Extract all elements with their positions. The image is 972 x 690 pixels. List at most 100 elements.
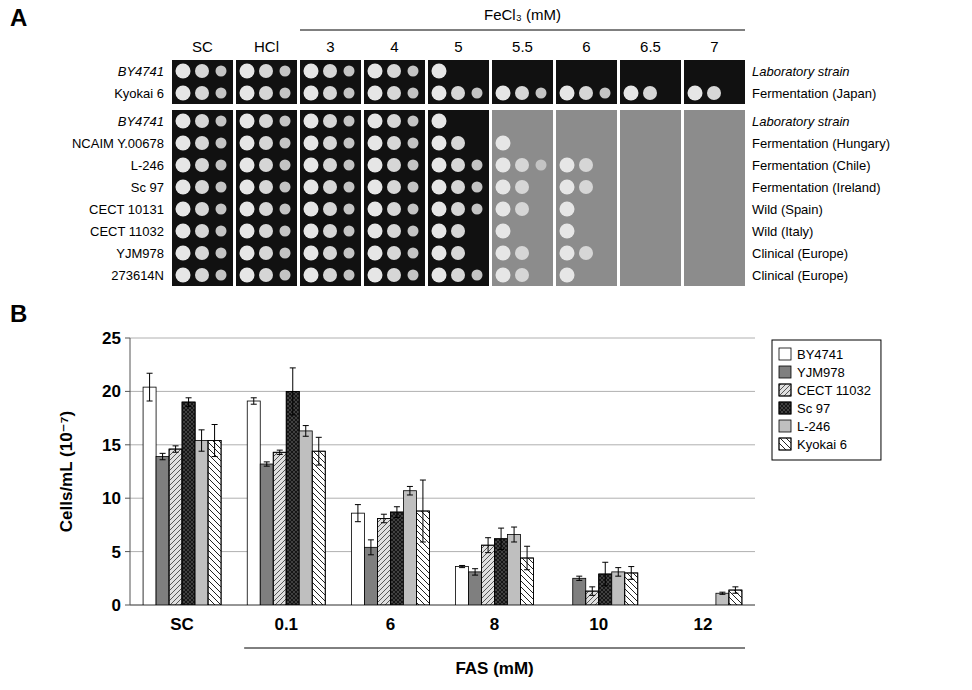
strain-label: 273614N (111, 268, 164, 283)
spot (304, 136, 319, 151)
panel-label: A (10, 4, 27, 31)
spot (240, 268, 255, 283)
grid-line (130, 605, 755, 606)
error-cap (732, 586, 738, 587)
error-line (266, 462, 267, 466)
spot (216, 66, 227, 77)
origin-label: Laboratory strain (752, 64, 850, 79)
spot (323, 268, 337, 282)
spot (195, 158, 209, 172)
spot (408, 138, 419, 149)
error-cap (589, 586, 595, 587)
error-cap (355, 504, 361, 505)
error-bar (186, 398, 192, 407)
bar (377, 518, 390, 605)
spot (195, 202, 209, 216)
bar (182, 402, 195, 605)
bars (143, 368, 742, 605)
spot (624, 86, 639, 101)
spot (240, 114, 255, 129)
spot (176, 180, 191, 195)
spot (280, 182, 291, 193)
strain-label: L-246 (131, 158, 164, 173)
spot-cell (304, 136, 355, 151)
spot (304, 64, 319, 79)
spot (688, 86, 703, 101)
origin-label: Laboratory strain (752, 114, 850, 129)
error-cap (264, 466, 270, 467)
plate-background (684, 60, 745, 104)
error-line (188, 398, 189, 407)
group-line (300, 30, 745, 31)
bar-pattern (169, 449, 182, 605)
spot (240, 158, 255, 173)
bar-fill (182, 402, 195, 605)
spot (240, 224, 255, 239)
bar-fill (260, 464, 273, 605)
spot (176, 268, 191, 283)
spot (387, 224, 401, 238)
group-title: FeCl₃ (mM) (484, 6, 561, 23)
spot-cell (496, 268, 530, 283)
spot (432, 136, 447, 151)
plate-background (300, 110, 361, 286)
x-tick-label: 6 (386, 615, 395, 634)
error-cap (576, 580, 582, 581)
grid-line (130, 444, 755, 445)
bar-fill (612, 572, 625, 605)
strain-label: NCAIM Y.00678 (72, 136, 164, 151)
bar (143, 387, 156, 605)
spot-cell (304, 202, 355, 217)
error-cap (368, 554, 374, 555)
x-group-line (244, 648, 745, 649)
spot (560, 86, 575, 101)
error-cap (576, 576, 582, 577)
grid-line (130, 551, 755, 552)
spot (216, 138, 227, 149)
spot-cell (432, 202, 483, 217)
grid-line (130, 498, 755, 499)
spot-cell (240, 268, 291, 283)
spot (195, 114, 209, 128)
spot (408, 116, 419, 127)
error-cap (472, 575, 478, 576)
spot-cell (432, 246, 466, 261)
bar-pattern (208, 441, 221, 605)
spot-cell (432, 268, 483, 283)
spot (259, 268, 273, 282)
column-header: HCl (254, 38, 279, 55)
spot (344, 160, 355, 171)
spot (472, 160, 483, 171)
legend-swatch-pattern (779, 384, 791, 396)
spot (368, 268, 383, 283)
spot (280, 66, 291, 77)
spot (579, 246, 593, 260)
spot (515, 246, 529, 260)
spot-cell (368, 246, 419, 261)
spot-cell (240, 136, 291, 151)
spot (323, 136, 337, 150)
error-line (162, 453, 163, 459)
spot-cell (176, 180, 227, 195)
spot (496, 136, 511, 151)
error-cap (368, 539, 374, 540)
spot (344, 116, 355, 127)
spot (176, 64, 191, 79)
legend: BY4741YJM978CECT 11032Sc 97L-246Kyokai 6 (772, 340, 881, 460)
spot (496, 180, 511, 195)
spot (368, 114, 383, 129)
error-cap (212, 456, 218, 457)
spot (451, 246, 465, 260)
spot-cell (240, 86, 291, 101)
y-tick-label: 10 (102, 489, 121, 508)
error-cap (524, 546, 530, 547)
spot-cell (688, 86, 722, 101)
bar (482, 545, 495, 605)
spot (259, 64, 273, 78)
spot (216, 226, 227, 237)
plate-background (556, 110, 617, 286)
spot (195, 246, 209, 260)
spot (344, 248, 355, 259)
grid-line (130, 338, 755, 339)
spot (560, 224, 575, 239)
